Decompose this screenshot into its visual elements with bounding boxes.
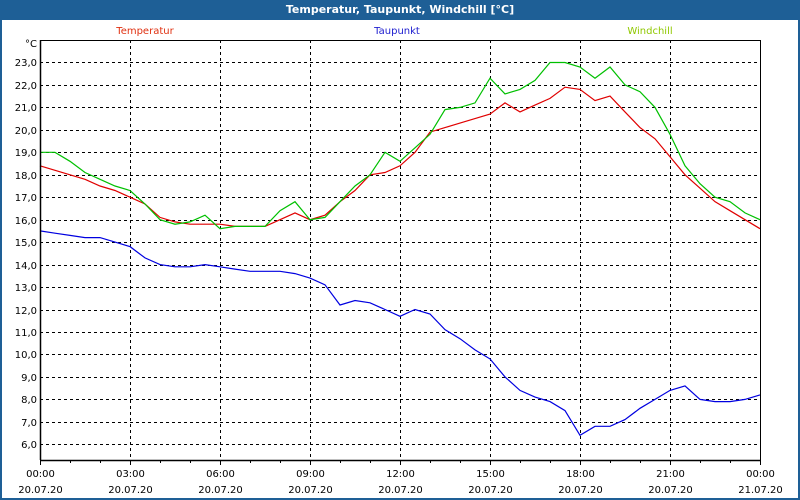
x-tick-date: 20.07.20 xyxy=(558,485,603,496)
x-tick-time: 15:00 xyxy=(476,469,505,480)
y-tick-label: 19,0 xyxy=(15,148,37,159)
y-tick-label: 13,0 xyxy=(15,283,37,294)
series-line-windchill xyxy=(40,61,761,230)
x-tick-time: 18:00 xyxy=(566,469,595,480)
y-tick-label: 20,0 xyxy=(15,126,37,137)
x-tick-time: 06:00 xyxy=(206,469,235,480)
x-tick-date: 20.07.20 xyxy=(18,485,63,496)
x-tick-date: 20.07.20 xyxy=(288,485,333,496)
y-tick-label: 16,0 xyxy=(15,216,37,227)
x-tick-time: 12:00 xyxy=(386,469,415,480)
y-tick-label: 14,0 xyxy=(15,261,37,272)
series-line-temperatur xyxy=(39,86,761,230)
series-line-taupunkt xyxy=(39,230,761,437)
y-tick-label: 11,0 xyxy=(15,328,37,339)
x-tick-date: 20.07.20 xyxy=(648,485,693,496)
y-tick-label: 10,0 xyxy=(15,350,37,361)
chart-title: Temperatur, Taupunkt, Windchill [°C] xyxy=(0,0,800,20)
x-tick-date: 20.07.20 xyxy=(108,485,153,496)
y-tick-label: 7,0 xyxy=(21,418,37,429)
x-tick-time: 09:00 xyxy=(296,469,325,480)
y-tick-label: 22,0 xyxy=(15,81,37,92)
y-tick-label: 15,0 xyxy=(15,238,37,249)
x-tick-date: 20.07.20 xyxy=(378,485,423,496)
y-tick-label: 6,0 xyxy=(21,440,37,451)
x-tick-time: 00:00 xyxy=(26,469,55,480)
legend-windchill: Windchill xyxy=(627,26,672,37)
legend-temperatur: Temperatur xyxy=(115,26,174,37)
y-axis-unit: °C xyxy=(25,39,37,50)
y-tick-label: 8,0 xyxy=(21,395,37,406)
y-tick-label: 23,0 xyxy=(15,58,37,69)
y-tick-label: 9,0 xyxy=(21,373,37,384)
legend-taupunkt: Taupunkt xyxy=(373,26,420,37)
y-tick-label: 18,0 xyxy=(15,171,37,182)
y-tick-label: 12,0 xyxy=(15,306,37,317)
x-tick-date: 20.07.20 xyxy=(198,485,243,496)
y-tick-label: 21,0 xyxy=(15,103,37,114)
x-tick-time: 00:00 xyxy=(746,469,775,480)
y-tick-label: 17,0 xyxy=(15,193,37,204)
x-tick-date: 20.07.20 xyxy=(468,485,513,496)
x-tick-time: 21:00 xyxy=(656,469,685,480)
x-tick-time: 03:00 xyxy=(116,469,145,480)
x-tick-date: 21.07.20 xyxy=(738,485,783,496)
